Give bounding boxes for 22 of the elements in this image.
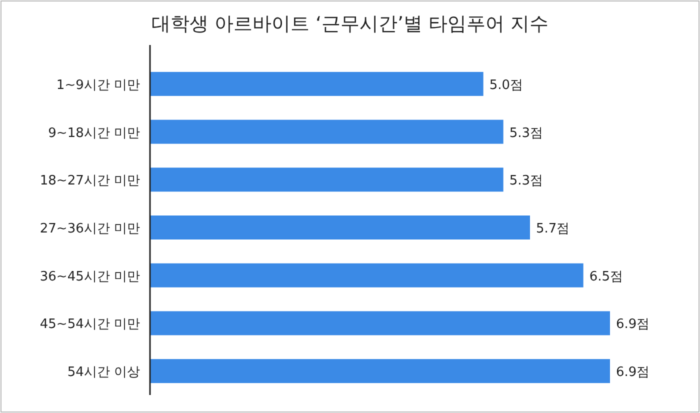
bar: [150, 168, 504, 192]
y-tick-label: 27~36시간 미만: [40, 222, 140, 236]
data-label: 5.7점: [536, 222, 570, 236]
y-tick-label: 36~45시간 미만: [40, 269, 140, 284]
y-tick-label: 1~9시간 미만: [56, 78, 140, 93]
bar: [150, 120, 504, 144]
chart-title: 대학생 아르바이트 ‘근무시간’별 타임푸어 지수: [151, 13, 549, 35]
data-label: 6.9점: [616, 365, 650, 380]
y-tick-label: 18~27시간 미만: [40, 174, 140, 189]
data-label: 5.3점: [509, 126, 544, 141]
data-label: 6.9점: [616, 317, 650, 332]
data-label: 6.5점: [589, 269, 624, 284]
y-tick-label: 54시간 이상: [67, 365, 140, 380]
bar: [150, 263, 584, 288]
bar: [150, 359, 610, 384]
data-label: 5.0점: [489, 78, 524, 93]
data-label: 5.3점: [509, 174, 544, 189]
bar: [150, 72, 484, 96]
bar: [150, 216, 530, 240]
y-tick-label: 45~54시간 미만: [40, 317, 140, 332]
y-tick-label: 9~18시간 미만: [48, 126, 140, 141]
bar: [150, 311, 610, 336]
